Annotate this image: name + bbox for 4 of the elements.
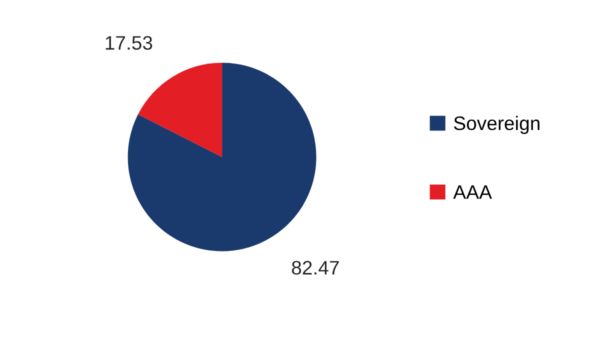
data-label: 82.47 (292, 260, 339, 275)
data-label: 17.53 (106, 36, 152, 50)
legend-label: AAA (453, 185, 492, 199)
legend-label: Sovereign (454, 116, 540, 134)
